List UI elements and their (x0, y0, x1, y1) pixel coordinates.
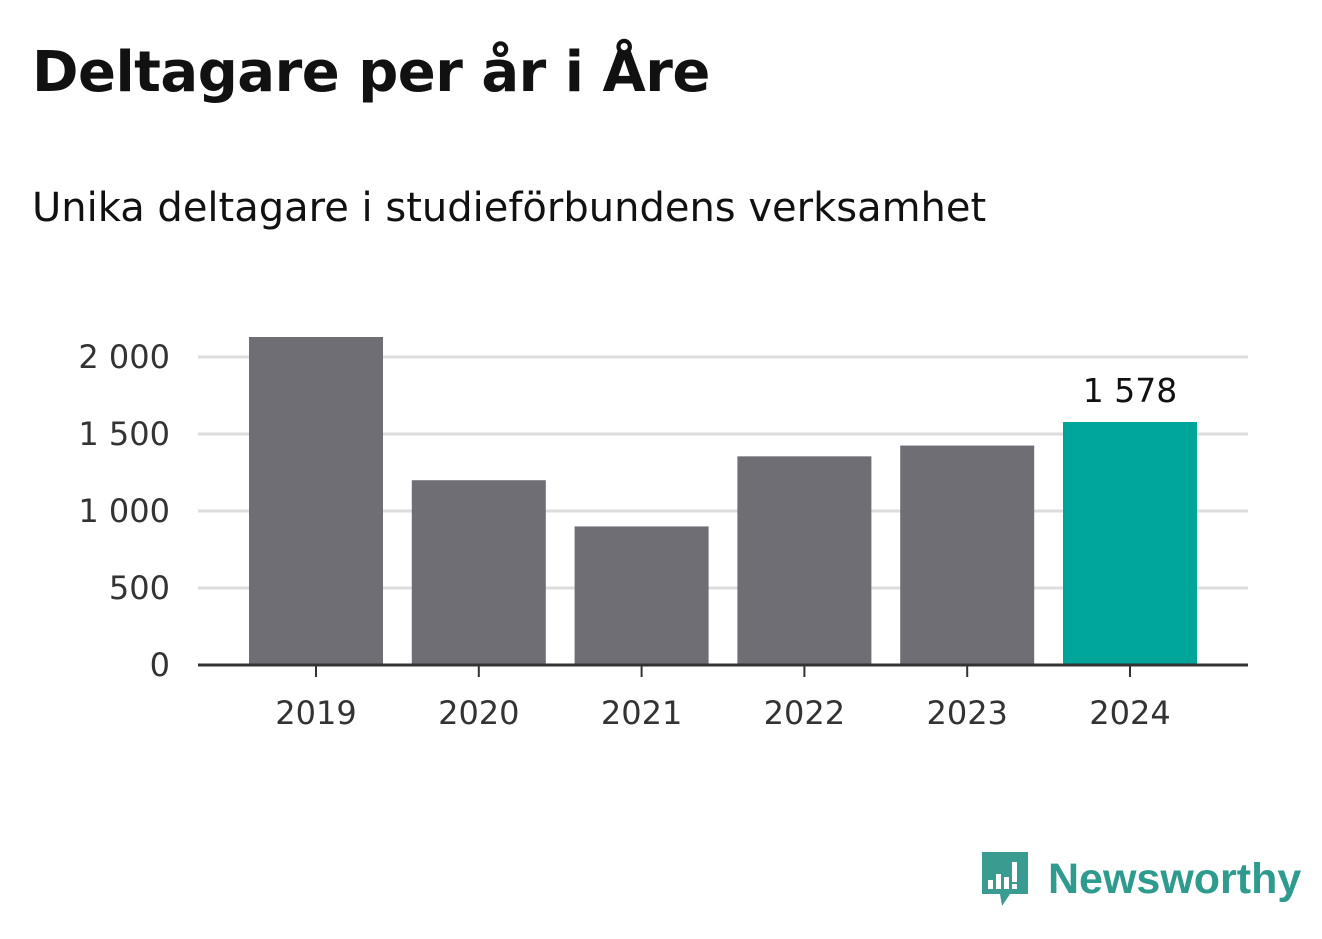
y-tick-label: 2 000 (78, 338, 170, 376)
logo-text: Newsworthy (1048, 854, 1302, 903)
newsworthy-logo: Newsworthy (980, 850, 1301, 908)
x-tick-label: 2022 (764, 694, 845, 732)
bar-chart: 0 500 1 000 1 500 2 000 2019 2020 2021 2022 2023… (78, 337, 1248, 732)
y-tick-label: 0 (150, 646, 170, 684)
x-tick-label: 2020 (438, 694, 519, 732)
chart-title: Deltagare per år i Åre (32, 40, 710, 105)
y-axis-labels: 0 500 1 000 1 500 2 000 (78, 338, 170, 684)
data-label: 1 578 (1083, 371, 1177, 410)
bar-2022 (737, 456, 872, 665)
bar-2021 (574, 526, 709, 665)
newsworthy-logo-icon (982, 852, 1028, 906)
y-tick-label: 1 000 (78, 492, 170, 530)
chart-subtitle: Unika deltagare i studieförbundens verks… (32, 185, 987, 231)
y-tick-label: 500 (109, 569, 170, 607)
x-tick-label: 2024 (1089, 694, 1170, 732)
x-axis (198, 663, 1248, 677)
bar-2020 (411, 480, 546, 665)
x-tick-label: 2023 (926, 694, 1007, 732)
x-tick-label: 2021 (601, 694, 682, 732)
x-tick-label: 2019 (275, 694, 356, 732)
bars (249, 337, 1197, 665)
y-tick-label: 1 500 (78, 415, 170, 453)
bar-2019 (249, 337, 383, 665)
data-labels: 1 578 (1083, 371, 1177, 410)
x-axis-labels: 2019 2020 2021 2022 2023 2024 (275, 694, 1170, 732)
bar-2023 (900, 445, 1035, 665)
bar-2024 (1063, 422, 1197, 665)
